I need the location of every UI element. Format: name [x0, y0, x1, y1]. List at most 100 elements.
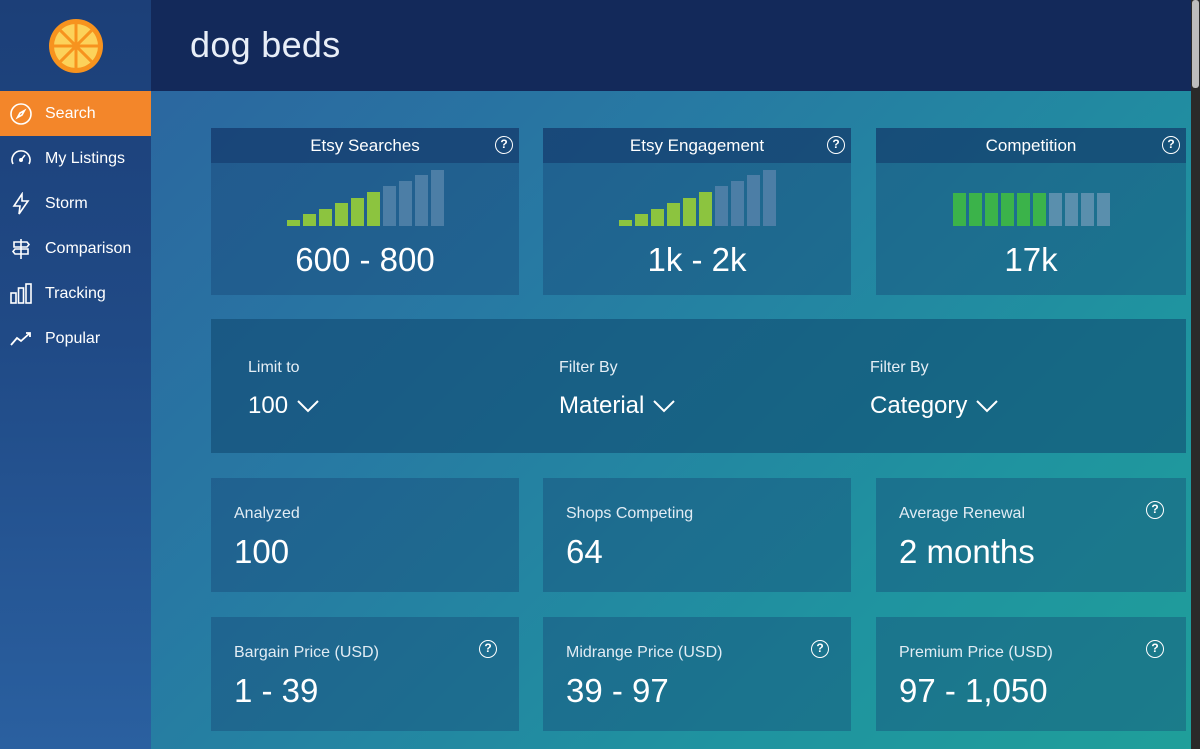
limit-filter: Limit to 100: [248, 359, 320, 420]
sidebar-item-tracking[interactable]: Tracking: [0, 271, 151, 316]
meter-bar-empty: [746, 175, 760, 226]
meter-bar-filled: [984, 193, 998, 226]
meter-bar-empty: [430, 169, 444, 226]
sidebar-item-label: Search: [45, 104, 96, 122]
stat-card-header: Etsy Engagement ?: [543, 128, 851, 163]
help-icon[interactable]: ?: [827, 136, 845, 154]
meter-bar-filled: [318, 208, 332, 226]
stat-card-title: Competition: [985, 135, 1077, 155]
meter-bar-empty: [1064, 193, 1078, 226]
limit-dropdown[interactable]: 100: [248, 392, 320, 420]
meter-bar-filled: [650, 208, 664, 226]
dropdown-value: 100: [248, 392, 289, 419]
sidebar-item-label: Popular: [45, 329, 101, 347]
meter-bar-empty: [414, 175, 428, 226]
info-label: Average Renewal: [899, 505, 1026, 522]
search-query-title[interactable]: dog beds: [190, 24, 341, 65]
info-label: Midrange Price (USD): [566, 644, 723, 661]
meter-bar-filled: [952, 193, 966, 226]
sidebar-item-popular[interactable]: Popular: [0, 316, 151, 361]
meter-bar-filled: [1000, 193, 1014, 226]
filter-label: Filter By: [870, 359, 929, 376]
info-label: Analyzed: [234, 505, 300, 522]
sidebar: Search My Listings Storm Comparison Trac…: [0, 0, 151, 749]
trend-line-icon: [8, 326, 34, 352]
category-dropdown[interactable]: Category: [870, 392, 999, 420]
info-label: Premium Price (USD): [899, 644, 1053, 661]
engagement-meter: [543, 169, 851, 226]
material-filter: Filter By Material: [559, 359, 676, 420]
meter-bar-empty: [1080, 193, 1094, 226]
help-icon[interactable]: ?: [1146, 640, 1164, 658]
stat-card-competition: Competition ? 17k: [876, 128, 1186, 295]
meter-bar-empty: [398, 180, 412, 226]
sidebar-item-label: Comparison: [45, 239, 132, 257]
info-card-average-renewal: Average Renewal ? 2 months: [876, 478, 1186, 592]
help-icon[interactable]: ?: [1162, 136, 1180, 154]
scrollbar[interactable]: [1191, 0, 1200, 749]
meter-bar-empty: [1096, 193, 1110, 226]
info-value: 1 - 39: [234, 672, 319, 709]
meter-bar-empty: [730, 180, 744, 226]
stat-card-title: Etsy Engagement: [629, 135, 765, 155]
filter-label: Filter By: [559, 359, 618, 376]
sidebar-item-label: Tracking: [45, 284, 106, 302]
meter-bar-empty: [1048, 193, 1062, 226]
help-icon[interactable]: ?: [495, 136, 513, 154]
meter-bar-filled: [1016, 193, 1030, 226]
scrollbar-thumb[interactable]: [1192, 0, 1199, 88]
stat-value: 1k - 2k: [647, 241, 747, 278]
sidebar-item-label: Storm: [45, 194, 88, 212]
category-filter: Filter By Category: [870, 359, 999, 420]
filter-panel: Limit to 100 Filter By Material Filter B…: [211, 319, 1186, 453]
info-label: Bargain Price (USD): [234, 644, 379, 661]
header-bar: dog beds: [151, 0, 1191, 91]
meter-bar-filled: [1032, 193, 1046, 226]
meter-bar-filled: [666, 203, 680, 226]
meter-bar-filled: [334, 203, 348, 226]
stat-card-title: Etsy Searches: [310, 135, 420, 155]
signpost-icon: [8, 236, 34, 262]
info-value: 2 months: [899, 533, 1035, 570]
meter-bar-filled: [366, 192, 380, 226]
dropdown-value: Material: [559, 392, 645, 419]
sidebar-item-search[interactable]: Search: [0, 91, 151, 136]
material-dropdown[interactable]: Material: [559, 392, 676, 420]
stat-card-header: Competition ?: [876, 128, 1186, 163]
help-icon[interactable]: ?: [479, 640, 497, 658]
meter-bar-filled: [698, 192, 712, 226]
lightning-icon: [8, 191, 34, 217]
meter-bar-empty: [762, 169, 776, 226]
filter-label: Limit to: [248, 359, 300, 376]
meter-bar-filled: [302, 214, 316, 226]
bar-chart-icon: [8, 281, 34, 307]
chevron-down-icon: [653, 400, 676, 413]
info-value: 64: [566, 533, 603, 570]
sidebar-item-storm[interactable]: Storm: [0, 181, 151, 226]
info-card-bargain-price: Bargain Price (USD) ? 1 - 39: [211, 617, 519, 731]
meter-bar-empty: [382, 186, 396, 226]
stat-card-etsy-engagement: Etsy Engagement ? 1k - 2k: [543, 128, 851, 295]
meter-bar-empty: [714, 186, 728, 226]
meter-bar-filled: [682, 197, 696, 226]
sidebar-item-comparison[interactable]: Comparison: [0, 226, 151, 271]
search-volume-meter: [211, 169, 519, 226]
info-card-analyzed: Analyzed 100: [211, 478, 519, 592]
orange-slice-logo-icon[interactable]: [48, 18, 104, 74]
info-card-midrange-price: Midrange Price (USD) ? 39 - 97: [543, 617, 851, 731]
info-value: 39 - 97: [566, 672, 669, 709]
sidebar-item-my-listings[interactable]: My Listings: [0, 136, 151, 181]
stat-card-header: Etsy Searches ?: [211, 128, 519, 163]
info-card-shops-competing: Shops Competing 64: [543, 478, 851, 592]
info-label: Shops Competing: [566, 505, 694, 522]
meter-bar-filled: [350, 197, 364, 226]
help-icon[interactable]: ?: [1146, 501, 1164, 519]
help-icon[interactable]: ?: [811, 640, 829, 658]
compass-icon: [8, 101, 34, 127]
competition-meter: [876, 193, 1186, 226]
sidebar-item-label: My Listings: [45, 149, 126, 167]
logo-area: [0, 0, 151, 91]
info-value: 97 - 1,050: [899, 672, 1048, 709]
stat-card-etsy-searches: Etsy Searches ? 600 - 800: [211, 128, 519, 295]
meter-bar-filled: [968, 193, 982, 226]
